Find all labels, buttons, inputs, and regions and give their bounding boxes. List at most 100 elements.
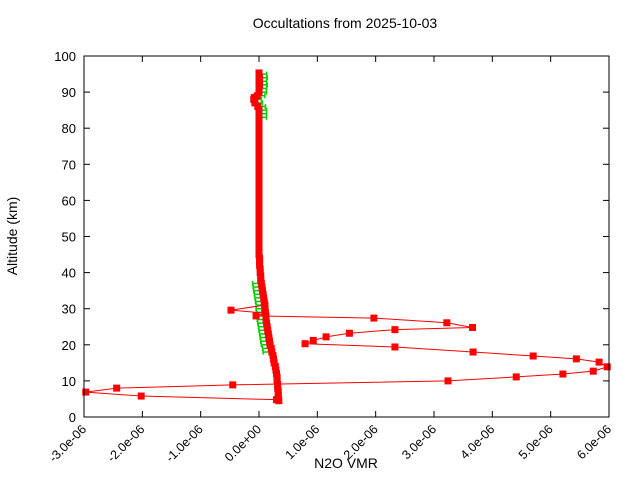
main-profile-marker xyxy=(273,373,281,381)
y-tick-label: 40 xyxy=(62,266,76,281)
noisy-profile-marker xyxy=(444,377,452,385)
main-profile-marker xyxy=(260,297,268,305)
main-profile-marker xyxy=(255,193,263,201)
y-tick-label: 60 xyxy=(62,193,76,208)
noisy-profile-marker xyxy=(589,367,597,375)
y-tick-label: 20 xyxy=(62,338,76,353)
noisy-profile-marker xyxy=(370,314,378,322)
main-profile-marker xyxy=(256,74,264,82)
main-profile-marker xyxy=(256,269,264,277)
main-profile-marker xyxy=(263,323,271,331)
main-profile-marker xyxy=(254,103,262,111)
noisy-profile-marker xyxy=(443,319,451,327)
main-profile-marker xyxy=(266,337,273,345)
noisy-profile-marker xyxy=(261,309,269,317)
main-profile-marker xyxy=(255,236,263,244)
noisy-profile-marker xyxy=(113,384,121,392)
main-profile-marker xyxy=(270,359,278,367)
main-profile-marker xyxy=(266,341,274,349)
main-profile-marker xyxy=(257,279,265,287)
main-profile-marker xyxy=(255,240,263,248)
main-profile-marker xyxy=(255,222,263,230)
main-profile-marker xyxy=(256,258,264,266)
noisy-profile-marker xyxy=(273,396,280,404)
main-profile-marker xyxy=(255,225,263,233)
main-profile-marker xyxy=(267,344,275,352)
main-profile-marker xyxy=(255,247,263,255)
main-profile-marker xyxy=(272,366,280,374)
main-profile-marker xyxy=(255,70,263,78)
main-profile-marker xyxy=(270,355,278,363)
noisy-profile-marker xyxy=(469,348,477,356)
main-profile-marker xyxy=(271,362,279,370)
main-profile-marker xyxy=(273,370,280,378)
main-profile-marker xyxy=(260,294,268,302)
main-profile-marker xyxy=(265,334,273,342)
main-profile-marker xyxy=(255,214,263,222)
noisy-profile-marker xyxy=(595,358,603,366)
main-profile-marker xyxy=(255,189,263,197)
main-profile-marker xyxy=(255,164,263,172)
noisy-profile-marker xyxy=(391,343,399,351)
main-profile-marker xyxy=(255,175,263,183)
main-profile-marker xyxy=(274,391,282,399)
main-profile-marker xyxy=(257,276,265,284)
main-profile-marker xyxy=(255,207,263,215)
main-profile-marker xyxy=(274,381,282,389)
main-profile-marker xyxy=(255,117,263,125)
main-profile-marker xyxy=(255,160,263,168)
noisy-profile-marker xyxy=(512,373,520,381)
main-profile-marker xyxy=(256,261,264,269)
noisy-profile-marker xyxy=(82,388,90,396)
main-profile-marker xyxy=(255,110,263,118)
main-profile-marker xyxy=(255,142,263,150)
main-profile-marker xyxy=(255,124,263,132)
main-profile-marker xyxy=(255,196,263,204)
main-profile-marker xyxy=(259,290,267,298)
y-tick-label: 0 xyxy=(69,410,76,425)
noisy-profile-marker xyxy=(227,306,235,314)
y-tick-label: 30 xyxy=(62,302,76,317)
profile-markers xyxy=(82,69,611,405)
main-profile-marker xyxy=(255,229,263,237)
main-profile-marker xyxy=(255,171,263,179)
main-profile-marker xyxy=(264,326,272,334)
main-profile-marker xyxy=(255,113,263,121)
y-tick-label: 10 xyxy=(62,374,76,389)
y-tick-label: 100 xyxy=(54,49,76,64)
noisy-profile-marker xyxy=(261,301,269,309)
noisy-profile-marker xyxy=(322,333,330,341)
main-profile-marker xyxy=(269,352,277,360)
main-profile-marker xyxy=(256,254,264,262)
noisy-profile-marker xyxy=(309,336,317,344)
noisy-profile-marker xyxy=(391,326,399,334)
main-profile-marker xyxy=(255,84,263,92)
main-profile-marker xyxy=(255,218,263,226)
main-profile-marker xyxy=(255,233,263,240)
noisy-profile-marker xyxy=(603,363,611,371)
noisy-profile-marker xyxy=(529,352,537,360)
y-tick-label: 90 xyxy=(62,85,76,100)
chart-title: Occultations from 2025-10-03 xyxy=(253,15,438,31)
main-profile-marker xyxy=(255,168,263,176)
main-profile-marker xyxy=(255,178,263,186)
main-profile-marker xyxy=(250,95,258,103)
main-profile-marker xyxy=(255,106,263,114)
main-profile-marker xyxy=(255,182,263,190)
noisy-profile-marker xyxy=(301,340,309,348)
main-profile-marker xyxy=(255,157,263,165)
main-profile-marker xyxy=(256,265,264,273)
main-profile-marker xyxy=(258,283,266,291)
noisy-profile-marker xyxy=(252,312,260,320)
main-profile-marker xyxy=(255,88,263,96)
x-axis-label: N2O VMR xyxy=(314,455,378,471)
y-axis-label: Altitude (km) xyxy=(4,197,20,276)
main-profile-marker xyxy=(259,287,266,295)
main-profile-marker xyxy=(255,128,263,136)
noisy-profile-marker xyxy=(559,370,567,378)
main-profile-marker xyxy=(264,330,272,338)
main-profile-marker xyxy=(255,135,263,143)
main-profile-marker xyxy=(256,81,264,89)
noisy-profile-marker xyxy=(345,329,353,337)
